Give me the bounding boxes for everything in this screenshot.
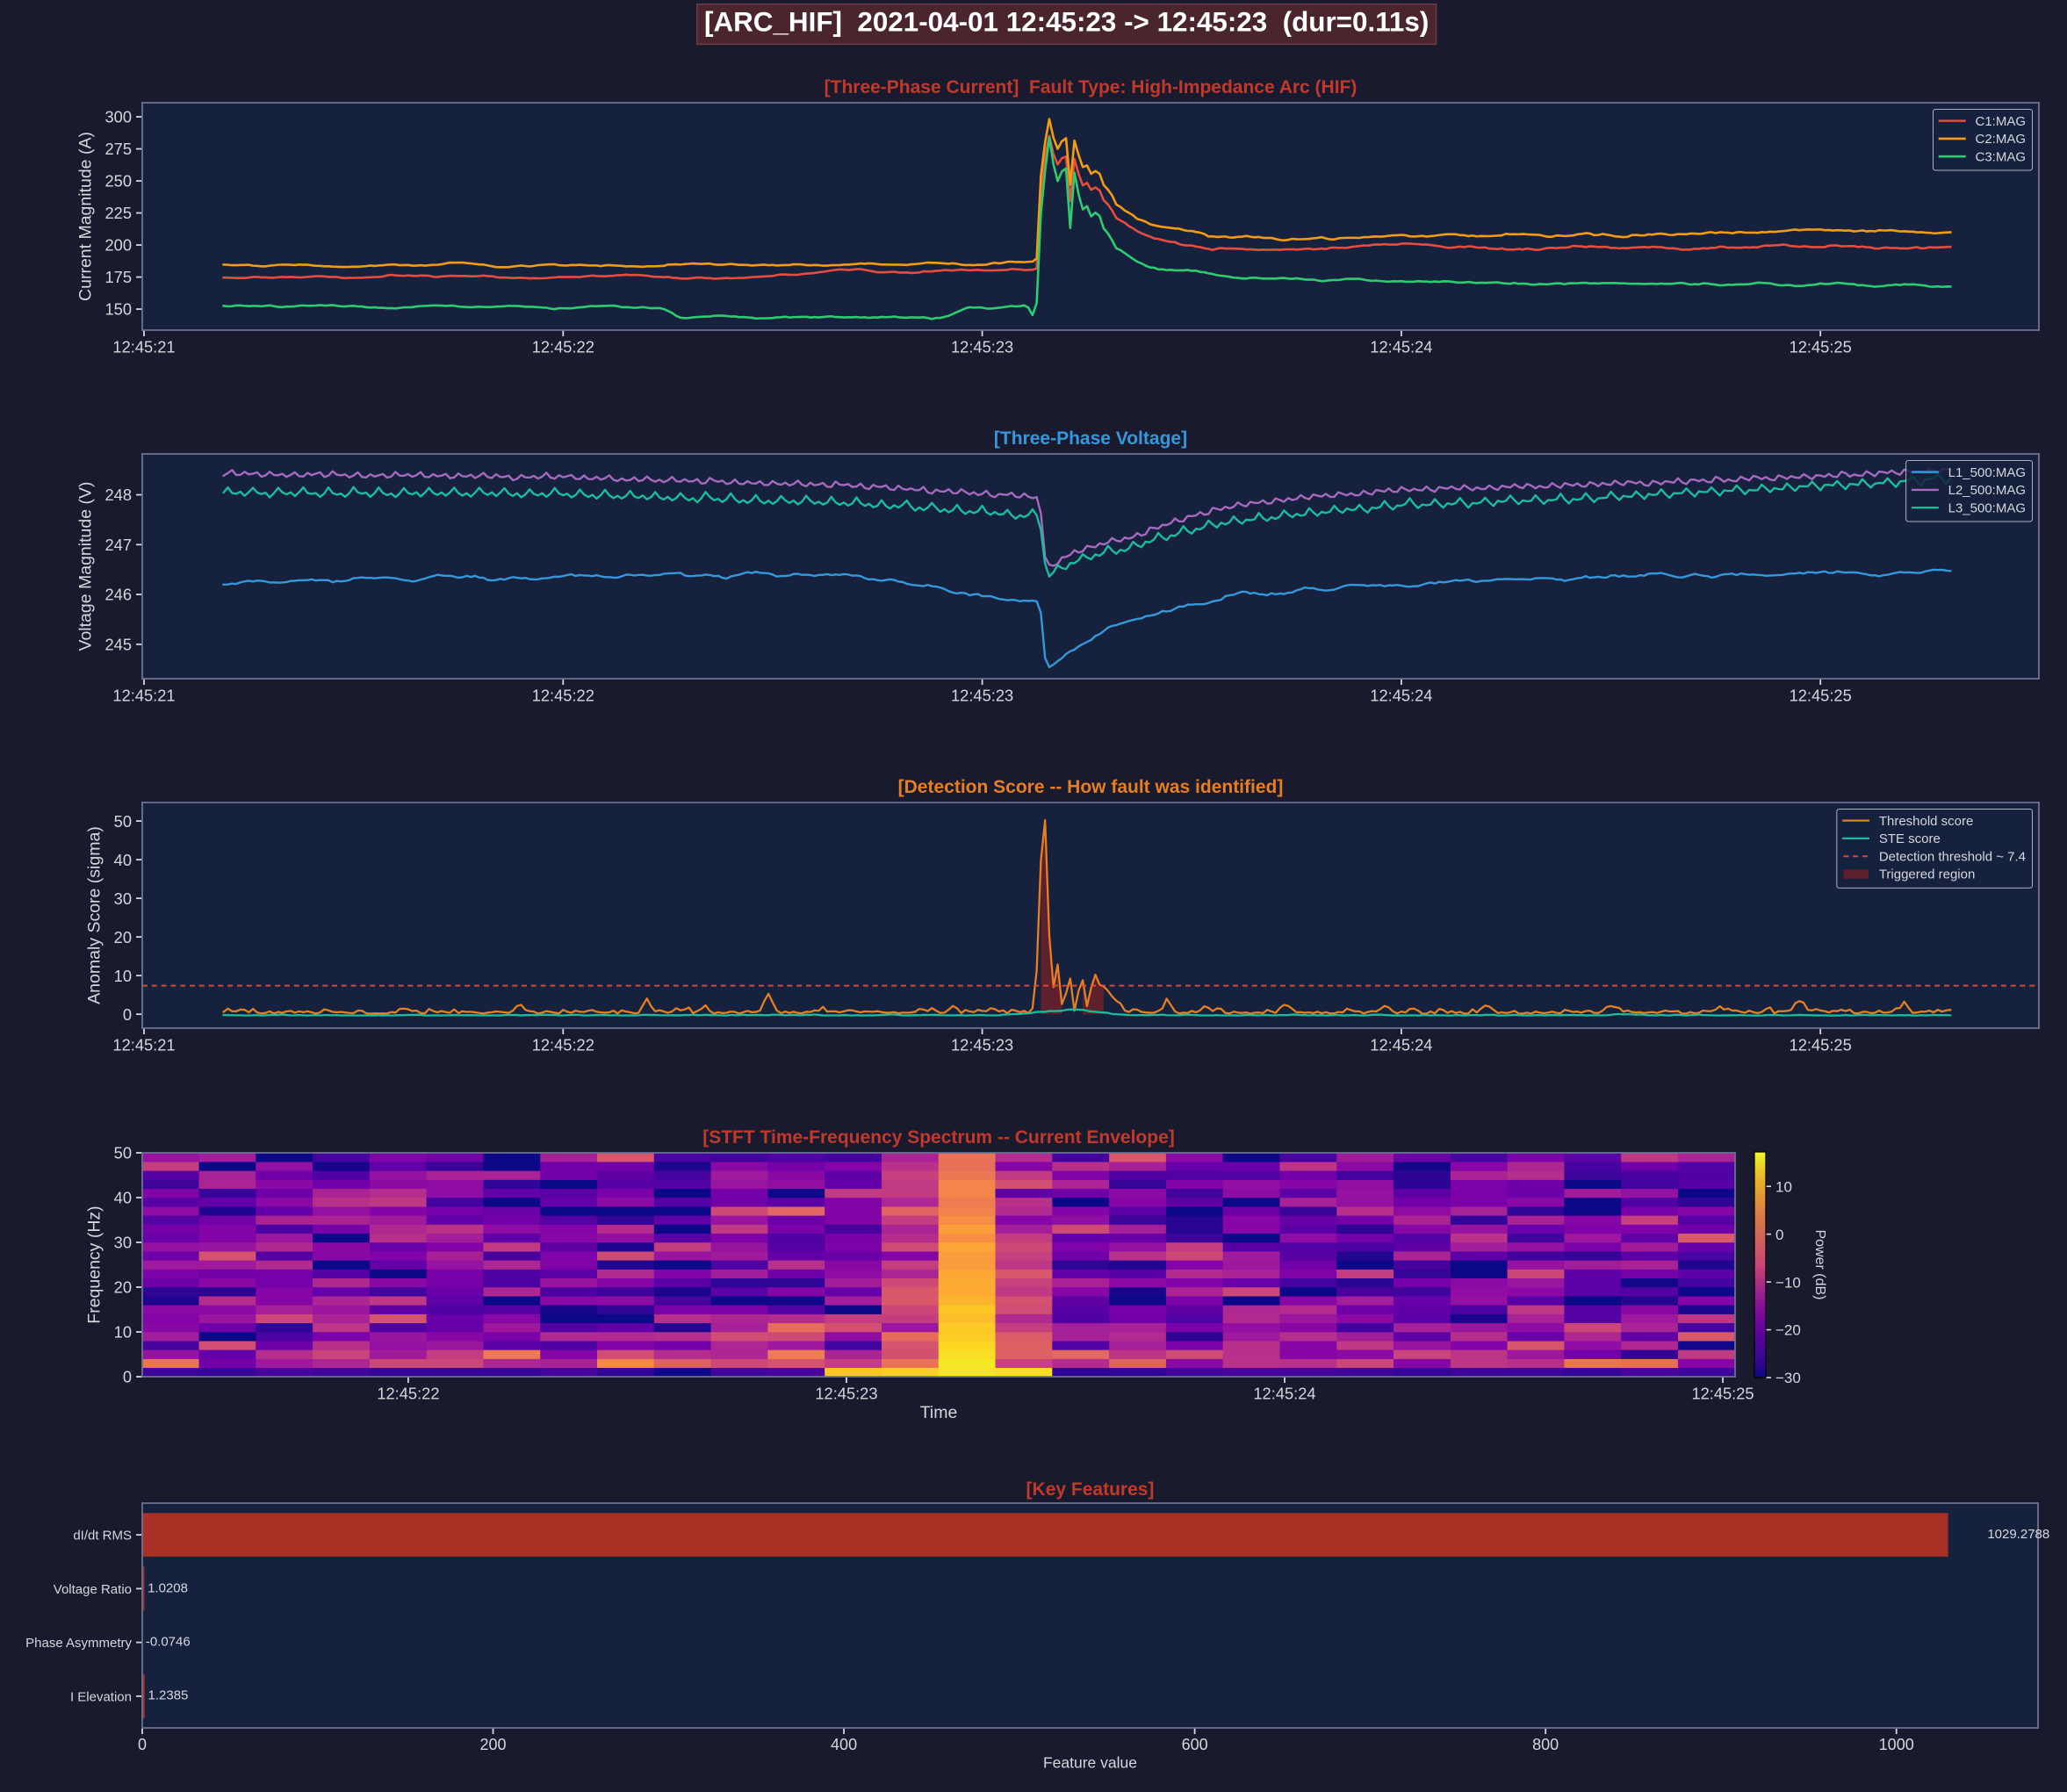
svg-text:200: 200 xyxy=(104,236,132,255)
svg-text:40: 40 xyxy=(114,1189,132,1207)
svg-text:12:45:22: 12:45:22 xyxy=(532,686,594,704)
svg-text:10: 10 xyxy=(1775,1178,1792,1195)
svg-text:175: 175 xyxy=(104,268,132,286)
svg-text:10: 10 xyxy=(114,967,132,985)
svg-text:Time: Time xyxy=(920,1403,958,1422)
svg-text:Threshold score: Threshold score xyxy=(1879,814,1974,829)
svg-text:150: 150 xyxy=(104,300,132,319)
svg-text:C3:MAG: C3:MAG xyxy=(1975,149,2026,164)
svg-text:12:45:25: 12:45:25 xyxy=(1790,337,1852,356)
svg-text:L2_500:MAG: L2_500:MAG xyxy=(1948,483,2026,498)
svg-text:20: 20 xyxy=(114,1278,132,1297)
svg-text:0: 0 xyxy=(123,1368,132,1386)
svg-text:Anomaly Score (sigma): Anomaly Score (sigma) xyxy=(85,826,104,1004)
svg-text:L3_500:MAG: L3_500:MAG xyxy=(1948,500,2026,515)
svg-text:0: 0 xyxy=(138,1736,147,1753)
svg-text:C2:MAG: C2:MAG xyxy=(1975,132,2026,147)
svg-text:12:45:25: 12:45:25 xyxy=(1790,1035,1852,1054)
svg-text:12:45:21: 12:45:21 xyxy=(112,1035,175,1054)
svg-text:12:45:21: 12:45:21 xyxy=(112,337,175,356)
svg-text:−20: −20 xyxy=(1775,1322,1801,1339)
svg-text:12:45:23: 12:45:23 xyxy=(815,1384,877,1402)
svg-text:STE score: STE score xyxy=(1879,831,1941,846)
svg-text:0: 0 xyxy=(123,1005,132,1024)
svg-text:[Three-Phase Current] Fault T: [Three-Phase Current] Fault Type: High-I… xyxy=(825,77,1358,97)
svg-text:1000: 1000 xyxy=(1879,1736,1914,1753)
svg-text:1.2385: 1.2385 xyxy=(148,1688,189,1703)
svg-text:12:45:24: 12:45:24 xyxy=(1253,1384,1315,1402)
svg-text:I Elevation: I Elevation xyxy=(70,1689,132,1704)
svg-text:1.0208: 1.0208 xyxy=(148,1580,188,1595)
svg-text:−10: −10 xyxy=(1775,1274,1801,1291)
svg-text:Feature value: Feature value xyxy=(1043,1753,1137,1771)
svg-text:[Detection Score -- How fault: [Detection Score -- How fault was identi… xyxy=(898,777,1284,797)
svg-text:-0.0746: -0.0746 xyxy=(146,1635,191,1650)
svg-text:dI/dt RMS: dI/dt RMS xyxy=(73,1529,132,1544)
svg-text:12:45:25: 12:45:25 xyxy=(1691,1384,1754,1402)
svg-text:Frequency (Hz): Frequency (Hz) xyxy=(85,1205,104,1323)
svg-text:30: 30 xyxy=(114,1234,132,1252)
svg-text:Current Magnitude (A): Current Magnitude (A) xyxy=(76,132,95,301)
svg-text:L1_500:MAG: L1_500:MAG xyxy=(1948,465,2026,480)
svg-text:12:45:21: 12:45:21 xyxy=(112,686,175,704)
svg-text:12:45:22: 12:45:22 xyxy=(532,1035,594,1054)
svg-text:30: 30 xyxy=(114,889,132,908)
svg-text:Phase Asymmetry: Phase Asymmetry xyxy=(25,1636,132,1651)
svg-text:12:45:24: 12:45:24 xyxy=(1370,337,1432,356)
svg-text:248: 248 xyxy=(104,486,132,504)
svg-text:800: 800 xyxy=(1532,1736,1559,1753)
svg-text:−30: −30 xyxy=(1775,1370,1801,1386)
svg-text:300: 300 xyxy=(104,108,132,126)
svg-text:[Three-Phase Voltage]: [Three-Phase Voltage] xyxy=(994,428,1187,449)
svg-text:225: 225 xyxy=(104,204,132,222)
svg-text:Detection threshold ~ 7.4: Detection threshold ~ 7.4 xyxy=(1879,849,2026,864)
svg-text:246: 246 xyxy=(104,586,132,604)
svg-text:C1:MAG: C1:MAG xyxy=(1975,114,2026,129)
svg-text:Triggered region: Triggered region xyxy=(1879,867,1976,882)
svg-text:12:45:22: 12:45:22 xyxy=(377,1384,439,1402)
svg-text:20: 20 xyxy=(114,928,132,946)
svg-text:50: 50 xyxy=(114,1144,132,1162)
svg-text:400: 400 xyxy=(831,1736,857,1753)
svg-text:12:45:25: 12:45:25 xyxy=(1790,686,1852,704)
svg-text:40: 40 xyxy=(114,851,132,869)
svg-text:12:45:22: 12:45:22 xyxy=(532,337,594,356)
svg-text:Power (dB): Power (dB) xyxy=(1812,1229,1827,1299)
svg-text:1029.2788: 1029.2788 xyxy=(1987,1527,2049,1542)
svg-text:12:45:24: 12:45:24 xyxy=(1370,686,1432,704)
svg-text:12:45:23: 12:45:23 xyxy=(951,1035,1013,1054)
svg-text:247: 247 xyxy=(104,536,132,554)
svg-text:[STFT Time-Frequency Spectrum: [STFT Time-Frequency Spectrum -- Current… xyxy=(702,1127,1175,1148)
svg-text:50: 50 xyxy=(114,812,132,831)
svg-text:12:45:24: 12:45:24 xyxy=(1370,1035,1432,1054)
svg-text:600: 600 xyxy=(1182,1736,1208,1753)
svg-text:Voltage Magnitude (V): Voltage Magnitude (V) xyxy=(76,482,95,651)
svg-text:Voltage Ratio: Voltage Ratio xyxy=(54,1582,132,1597)
svg-text:0: 0 xyxy=(1775,1227,1783,1243)
svg-text:[ARC_HIF] 2021-04-01 12:45:23: [ARC_HIF] 2021-04-01 12:45:23 -> 12:45:2… xyxy=(704,7,1429,38)
svg-text:275: 275 xyxy=(104,140,132,158)
svg-text:12:45:23: 12:45:23 xyxy=(951,337,1013,356)
svg-text:250: 250 xyxy=(104,172,132,191)
svg-text:12:45:23: 12:45:23 xyxy=(951,686,1013,704)
svg-text:[Key Features]: [Key Features] xyxy=(1026,1479,1155,1500)
svg-text:245: 245 xyxy=(104,635,132,653)
svg-text:10: 10 xyxy=(114,1323,132,1342)
svg-text:200: 200 xyxy=(480,1736,507,1753)
